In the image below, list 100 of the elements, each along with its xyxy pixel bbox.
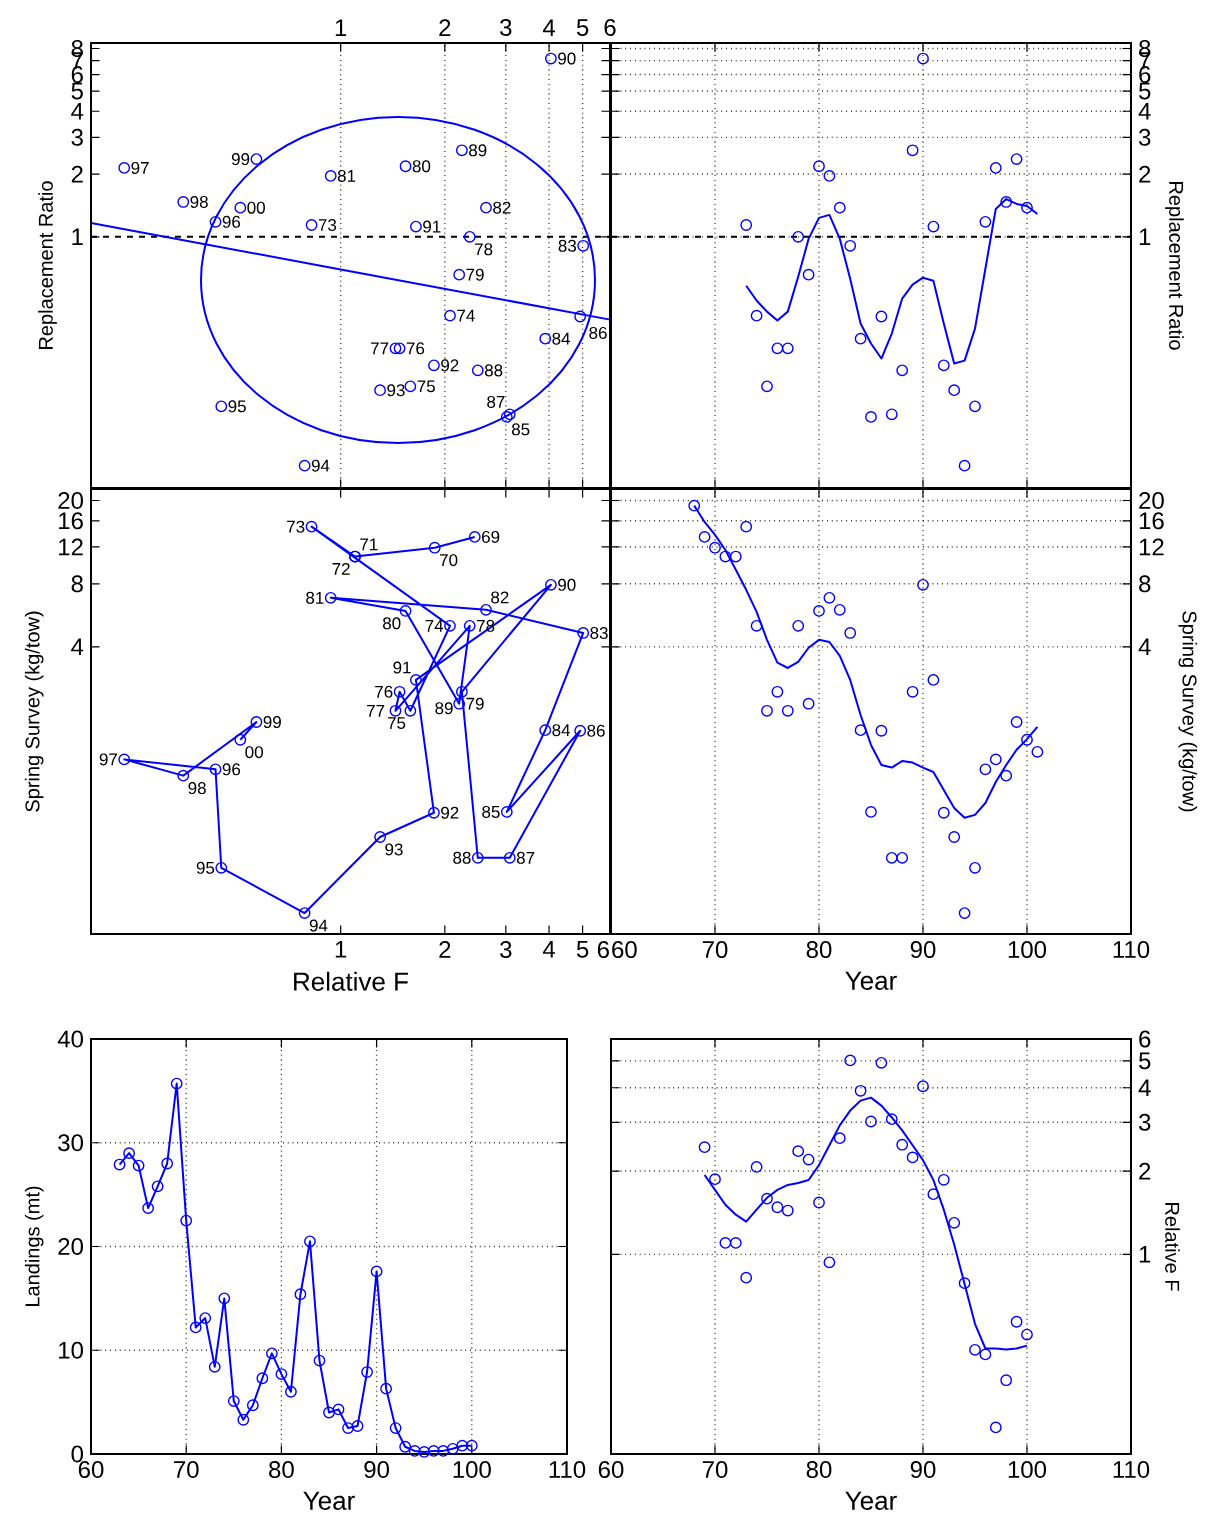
point: [813, 605, 825, 617]
y-tick-label: 0: [71, 1445, 84, 1463]
point: [854, 332, 867, 345]
x-tick-label: 1: [335, 19, 347, 36]
x-axis-title: Relative F: [294, 971, 408, 991]
annotation: 81: [306, 591, 324, 604]
y-axis-title: Spring Survey (kg/tow): [24, 611, 44, 812]
point: [927, 220, 940, 233]
point: [275, 1368, 288, 1381]
x-tick-label: 6: [604, 18, 616, 36]
x-tick-label: 80: [806, 1461, 832, 1479]
point: [1021, 1328, 1033, 1341]
point: [781, 704, 794, 717]
point: [844, 627, 857, 639]
point: [294, 1288, 307, 1301]
point: [750, 619, 763, 632]
annotation: 78: [475, 243, 493, 256]
annotation: 88: [484, 364, 503, 377]
y-tick-label: 5: [1139, 82, 1151, 100]
point: [948, 1216, 961, 1229]
point: [1031, 745, 1044, 758]
x-tick-label: 100: [1008, 941, 1047, 959]
y-tick-label: 1: [1139, 1246, 1151, 1263]
point: [698, 531, 711, 543]
line-series: [745, 198, 1039, 365]
y-tick-label: 4: [71, 638, 84, 656]
annotation: 93: [385, 843, 403, 856]
x-tick-label: 3: [500, 18, 512, 36]
point: [937, 806, 950, 819]
point: [265, 1347, 278, 1360]
point: [969, 400, 981, 413]
point: [1010, 716, 1023, 728]
y-tick-label: 20: [1139, 492, 1164, 509]
annotation: 86: [587, 724, 605, 737]
y-tick-label: 5: [1139, 1052, 1151, 1070]
annotation: 97: [131, 161, 149, 174]
annotation: 83: [558, 239, 577, 252]
y-tick-label: 12: [59, 538, 83, 556]
x-tick-label: 1: [335, 941, 347, 958]
point: [113, 1158, 126, 1171]
y-axis-title: Spring Survey (kg/tow): [1178, 611, 1198, 812]
point: [698, 1141, 711, 1154]
x-tick-label: 4: [542, 941, 556, 958]
point: [771, 1201, 784, 1214]
annotation: 82: [493, 201, 511, 214]
point: [427, 1444, 440, 1457]
y-axis-title: Replacement Ratio: [38, 181, 57, 349]
point: [151, 1180, 164, 1193]
point: [948, 384, 961, 397]
x-axis-title: Year: [845, 971, 897, 990]
x-tick-label: 90: [364, 1461, 390, 1479]
point: [969, 1343, 981, 1356]
point: [688, 499, 701, 512]
point: [958, 907, 971, 919]
point: [1010, 1315, 1023, 1328]
y-tick-label: 10: [59, 1341, 83, 1359]
point: [323, 1406, 335, 1419]
point: [917, 578, 929, 591]
point: [740, 520, 753, 533]
annotation: 93: [387, 384, 405, 397]
annotation: 79: [466, 697, 484, 710]
annotation: 89: [469, 144, 487, 157]
point: [802, 268, 815, 281]
point: [761, 380, 773, 393]
point: [342, 1422, 354, 1434]
point: [709, 1173, 721, 1186]
annotation: 71: [360, 538, 378, 551]
y-axis-title: Replacement Ratio: [1165, 182, 1184, 350]
point: [958, 459, 971, 472]
point: [875, 724, 888, 737]
point: [854, 1084, 867, 1097]
point: [948, 831, 961, 843]
point: [917, 1080, 929, 1093]
annotation: 00: [247, 201, 265, 214]
annotation: 73: [287, 520, 305, 533]
point: [813, 1196, 825, 1209]
y-tick-label: 16: [59, 512, 83, 530]
point: [709, 541, 721, 554]
annotation: 88: [453, 851, 471, 864]
x-axis-title: Year: [845, 1491, 897, 1510]
annotation: 84: [552, 724, 571, 737]
x-tick-label: 80: [269, 1461, 294, 1479]
point: [896, 364, 909, 377]
x-tick-label: 4: [542, 19, 556, 36]
point: [792, 619, 805, 632]
point: [199, 1312, 212, 1324]
x-tick-label: 6: [597, 941, 609, 959]
x-tick-label: 70: [702, 1461, 728, 1479]
y-tick-label: 20: [58, 1238, 83, 1255]
annotation: 90: [558, 52, 576, 65]
x-tick-label: 2: [439, 941, 451, 958]
annotation: 76: [406, 342, 425, 355]
annotation: 77: [367, 704, 385, 717]
annotation: 69: [482, 530, 500, 543]
point: [989, 753, 1002, 766]
x-tick-label: 110: [1113, 941, 1150, 959]
point: [729, 1237, 742, 1249]
x-tick-label: 60: [612, 941, 637, 959]
annotation: 91: [423, 220, 441, 233]
point: [802, 1153, 815, 1166]
